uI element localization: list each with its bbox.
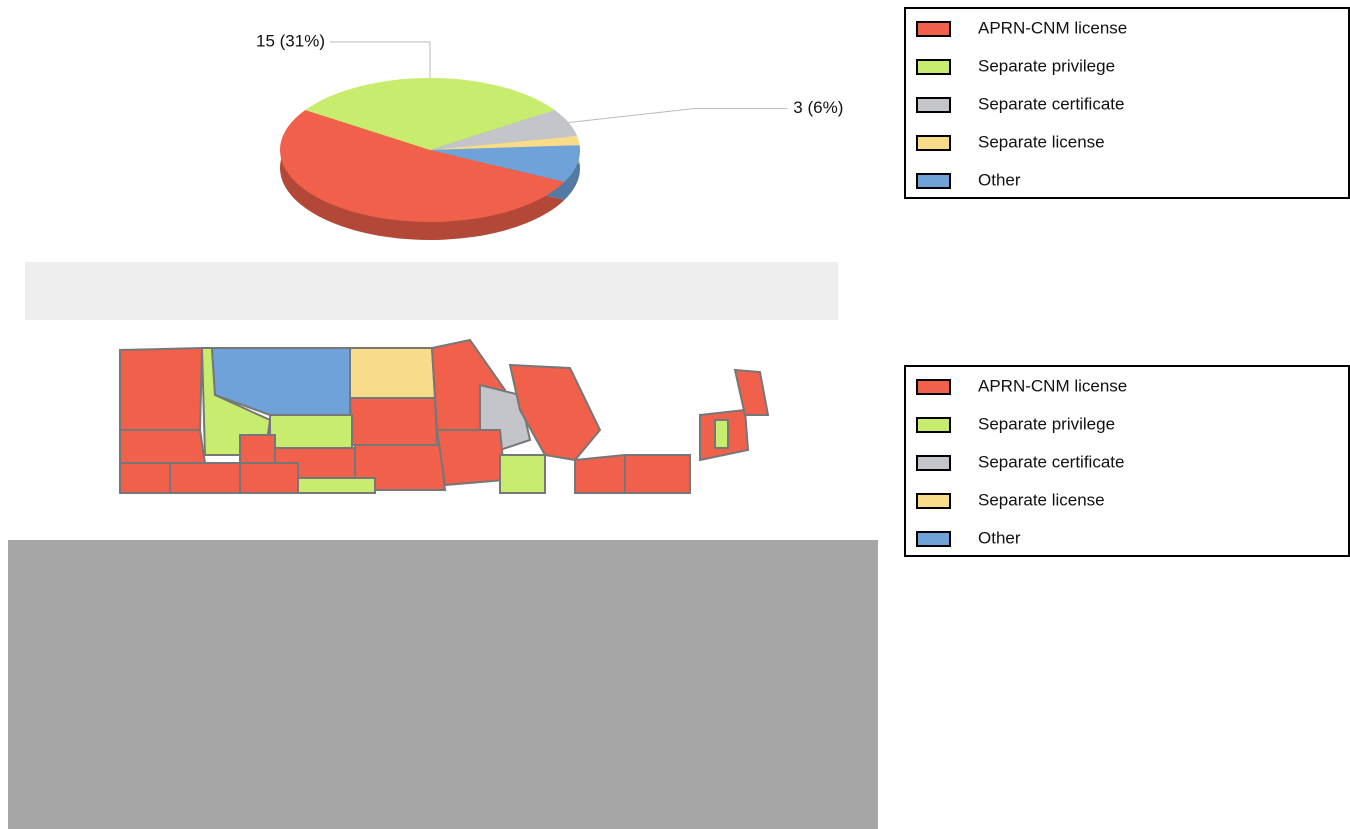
state	[714, 419, 729, 449]
map	[119, 338, 770, 494]
legend-label: Separate certificate	[978, 94, 1124, 113]
legend-swatch	[916, 455, 951, 471]
state	[349, 347, 437, 399]
pie-slice	[430, 135, 580, 150]
state	[348, 397, 439, 446]
legend-label: Separate privilege	[978, 414, 1115, 433]
legend: APRN-CNM license Separate privilege Separa…	[916, 376, 1127, 547]
legend-box	[904, 365, 1350, 557]
state	[119, 462, 171, 494]
legend-label: Separate license	[978, 490, 1105, 509]
pie-chart: 15 (31%) 3 (6%)	[256, 31, 843, 241]
leader-line	[330, 41, 431, 78]
state	[269, 414, 353, 449]
legend-label: APRN-CNM license	[978, 376, 1127, 395]
pie-slice	[279, 109, 565, 223]
pie-slice	[305, 77, 555, 150]
legend-label: Other	[978, 528, 1021, 547]
data-label: 3 (6%)	[793, 98, 843, 117]
legend-swatch	[916, 531, 951, 547]
legend-swatch	[916, 21, 951, 37]
map-background	[8, 540, 878, 829]
state	[499, 454, 546, 494]
legend-label: Separate certificate	[978, 452, 1124, 471]
legend-swatch	[916, 135, 951, 151]
state	[297, 477, 376, 494]
pie-slice	[430, 145, 580, 182]
legend-swatch	[916, 493, 951, 509]
data-label: 15 (31%)	[256, 31, 325, 50]
state	[239, 434, 276, 464]
state	[119, 429, 207, 464]
legend-swatch	[916, 97, 951, 113]
legend-swatch	[916, 379, 951, 395]
legend-label: Separate privilege	[978, 56, 1115, 75]
state	[624, 454, 691, 494]
legend-label: Other	[978, 170, 1021, 189]
state	[354, 444, 447, 491]
legend-swatch	[916, 173, 951, 189]
state	[733, 368, 770, 416]
pie-slice	[430, 109, 578, 150]
legend-label: Separate license	[978, 132, 1105, 151]
state	[435, 429, 507, 487]
legend: APRN-CNM license Separate privilege Separa…	[916, 18, 1127, 189]
state	[239, 462, 299, 494]
leader-line	[568, 108, 788, 123]
state	[119, 346, 204, 431]
legend-swatch	[916, 417, 951, 433]
pie-panel-footer	[25, 262, 838, 320]
legend-label: APRN-CNM license	[978, 18, 1127, 37]
legend-swatch	[916, 59, 951, 75]
state	[574, 453, 626, 494]
legend-box	[904, 7, 1350, 199]
state	[169, 462, 241, 494]
